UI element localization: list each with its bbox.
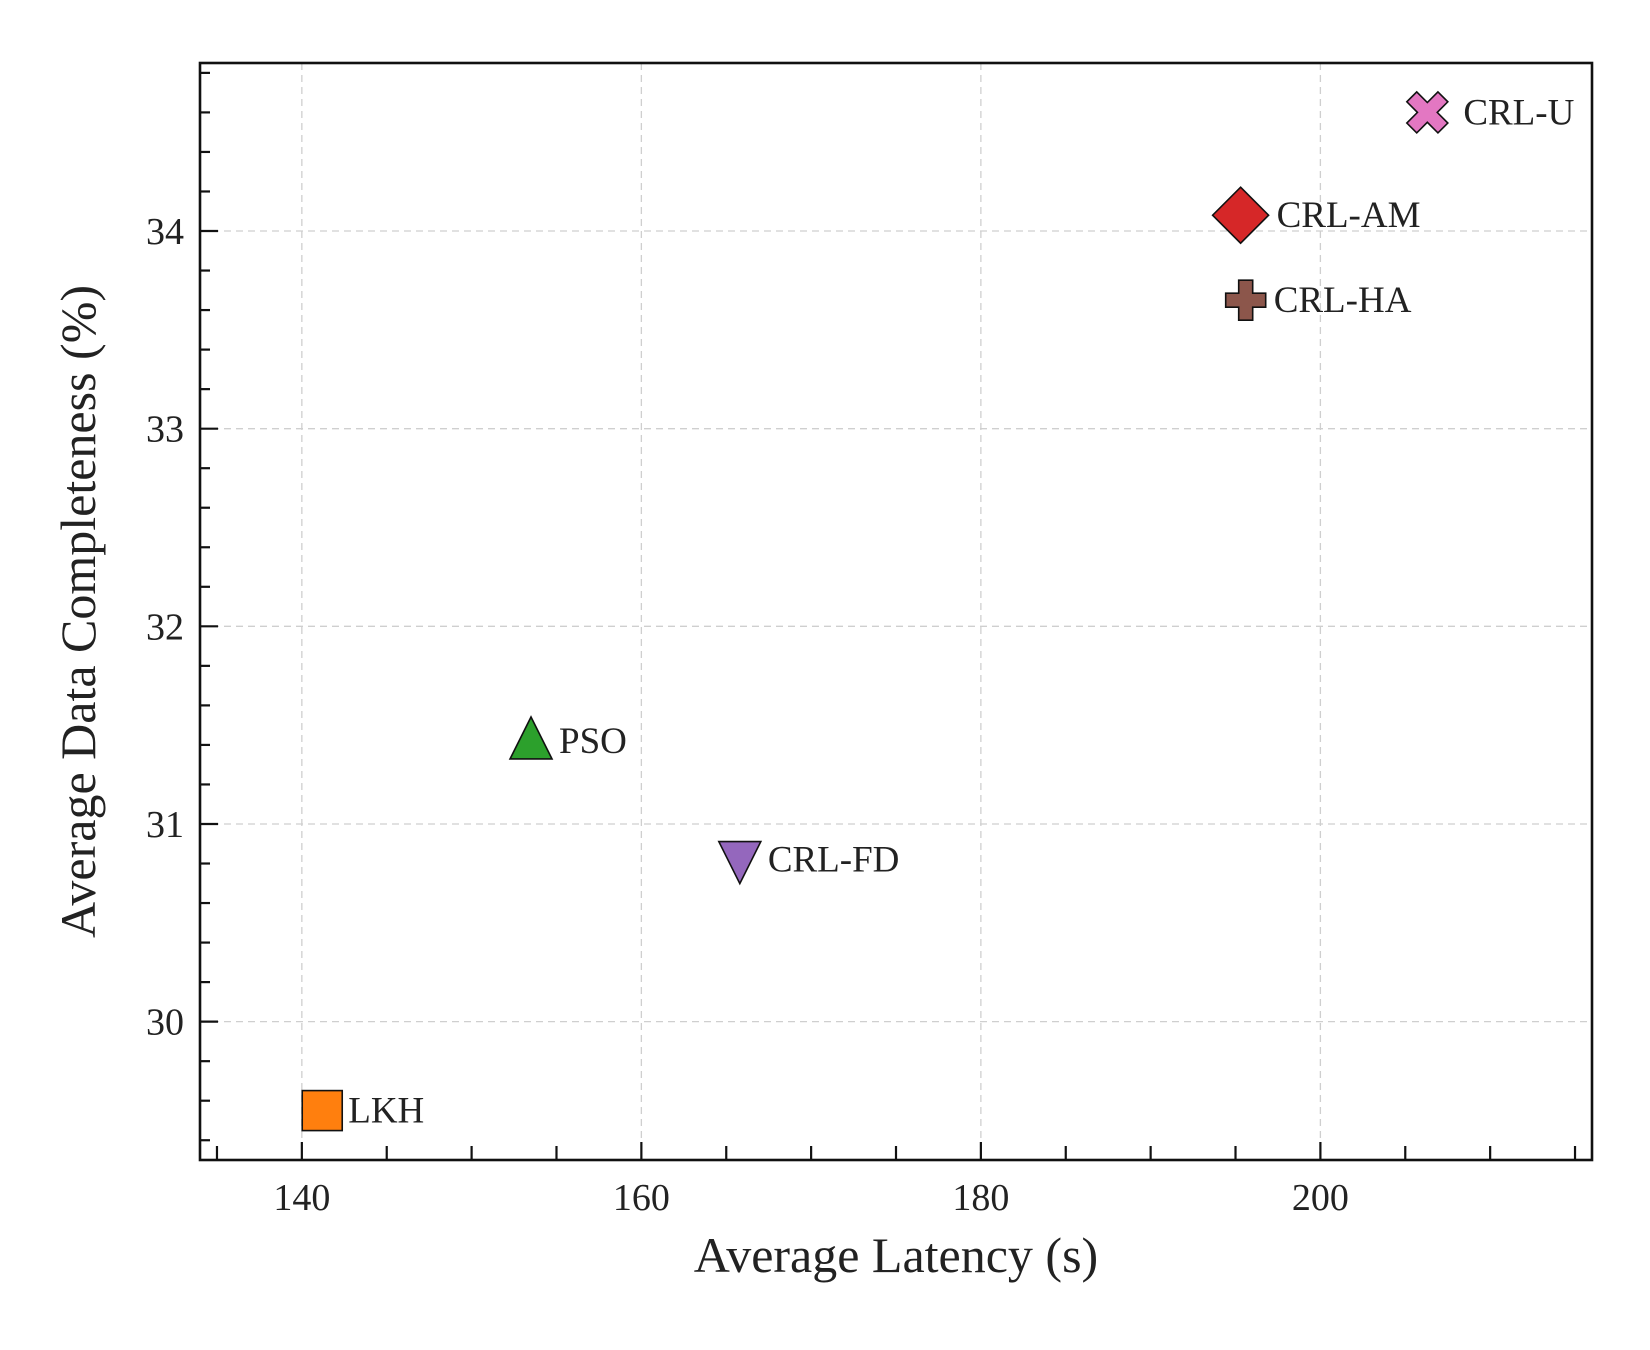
point-label: PSO [559,721,627,762]
y-axis-title: Average Data Completeness (%) [50,285,106,938]
data-points: LKH PSO CRL-FD CRL-AM CRL-HA CRL-U [301,90,1574,1132]
x-tick-label: 140 [273,1177,330,1219]
y-tick-label: 34 [146,211,184,253]
marker-x [1405,90,1449,135]
y-tick-label: 33 [146,409,184,451]
y-tick-label: 31 [146,804,184,846]
data-point-crl-ha: CRL-HA [1224,279,1412,321]
x-tick-label: 200 [1292,1177,1349,1219]
y-tick-label: 32 [146,606,184,648]
x-axis-title: Average Latency (s) [694,1227,1098,1283]
marker-triangle-down [717,840,763,886]
marker-square [301,1089,344,1132]
plot-frame [198,61,1594,1162]
marker-diamond [1211,186,1270,245]
data-point-pso: PSO [508,715,627,762]
x-tick-label: 160 [613,1177,670,1219]
marker-plus [1224,279,1267,321]
marker-triangle-up [508,715,554,760]
grid [200,63,1592,1160]
tick-labels: 140 160 180 200 30 31 32 33 34 [146,211,1349,1219]
point-label: LKH [348,1091,424,1132]
data-point-crl-am: CRL-AM [1211,186,1421,245]
point-label: CRL-HA [1274,280,1412,321]
y-tick-label: 30 [146,1002,184,1044]
point-label: CRL-AM [1277,195,1421,236]
x-tick-label: 180 [952,1177,1009,1219]
point-label: CRL-FD [768,840,900,881]
data-point-lkh: LKH [301,1089,424,1132]
data-point-crl-fd: CRL-FD [717,840,900,886]
axis-ticks [200,71,1577,1160]
point-label: CRL-U [1463,92,1574,133]
data-point-crl-u: CRL-U [1405,90,1574,135]
